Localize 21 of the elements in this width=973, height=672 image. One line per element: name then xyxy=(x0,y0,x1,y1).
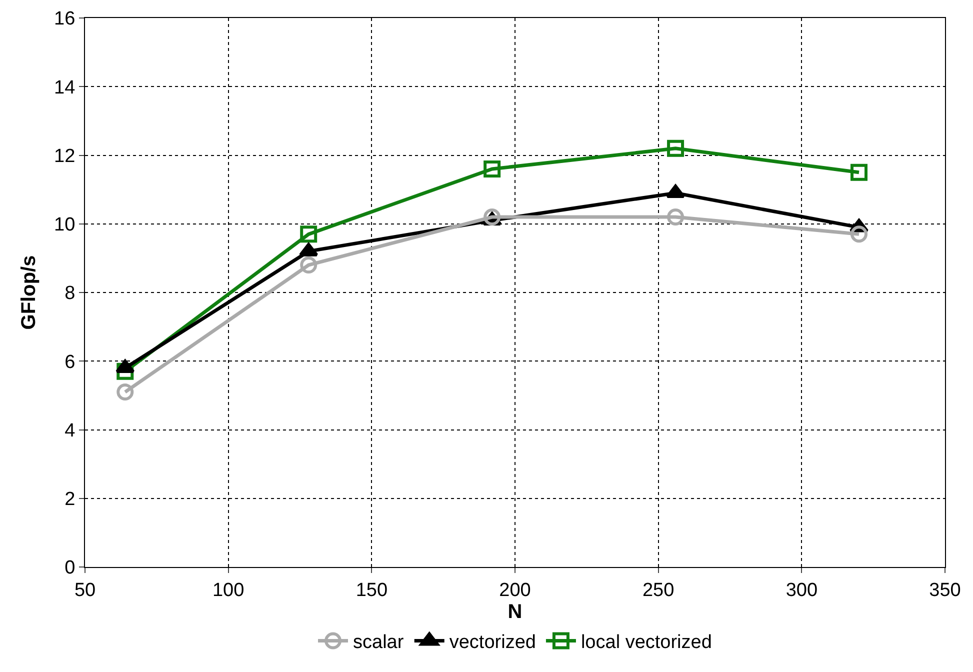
x-tick-label: 200 xyxy=(499,580,531,601)
x-tick-label: 150 xyxy=(356,580,388,601)
x-tick-label: 50 xyxy=(74,580,96,601)
legend-label: vectorized xyxy=(449,632,536,654)
y-tick-label: 12 xyxy=(54,146,76,167)
y-axis-title: GFlop/s xyxy=(18,255,40,330)
y-tick-label: 14 xyxy=(54,77,76,98)
y-tick-label: 10 xyxy=(54,214,76,236)
legend-label: scalar xyxy=(353,632,404,654)
x-axis-title: N xyxy=(508,600,522,623)
y-tick-label: 6 xyxy=(64,352,76,373)
x-tick-label: 300 xyxy=(786,580,818,601)
y-tick-label: 8 xyxy=(64,283,76,304)
x-tick-label: 350 xyxy=(929,580,961,601)
x-tick-label: 100 xyxy=(212,580,244,601)
y-tick-label: 16 xyxy=(54,8,76,30)
legend-label: local vectorized xyxy=(580,632,712,654)
y-tick-label: 4 xyxy=(64,420,76,442)
x-tick-label: 250 xyxy=(642,580,674,601)
y-tick-label: 2 xyxy=(64,489,76,510)
y-tick-label: 0 xyxy=(64,558,76,579)
